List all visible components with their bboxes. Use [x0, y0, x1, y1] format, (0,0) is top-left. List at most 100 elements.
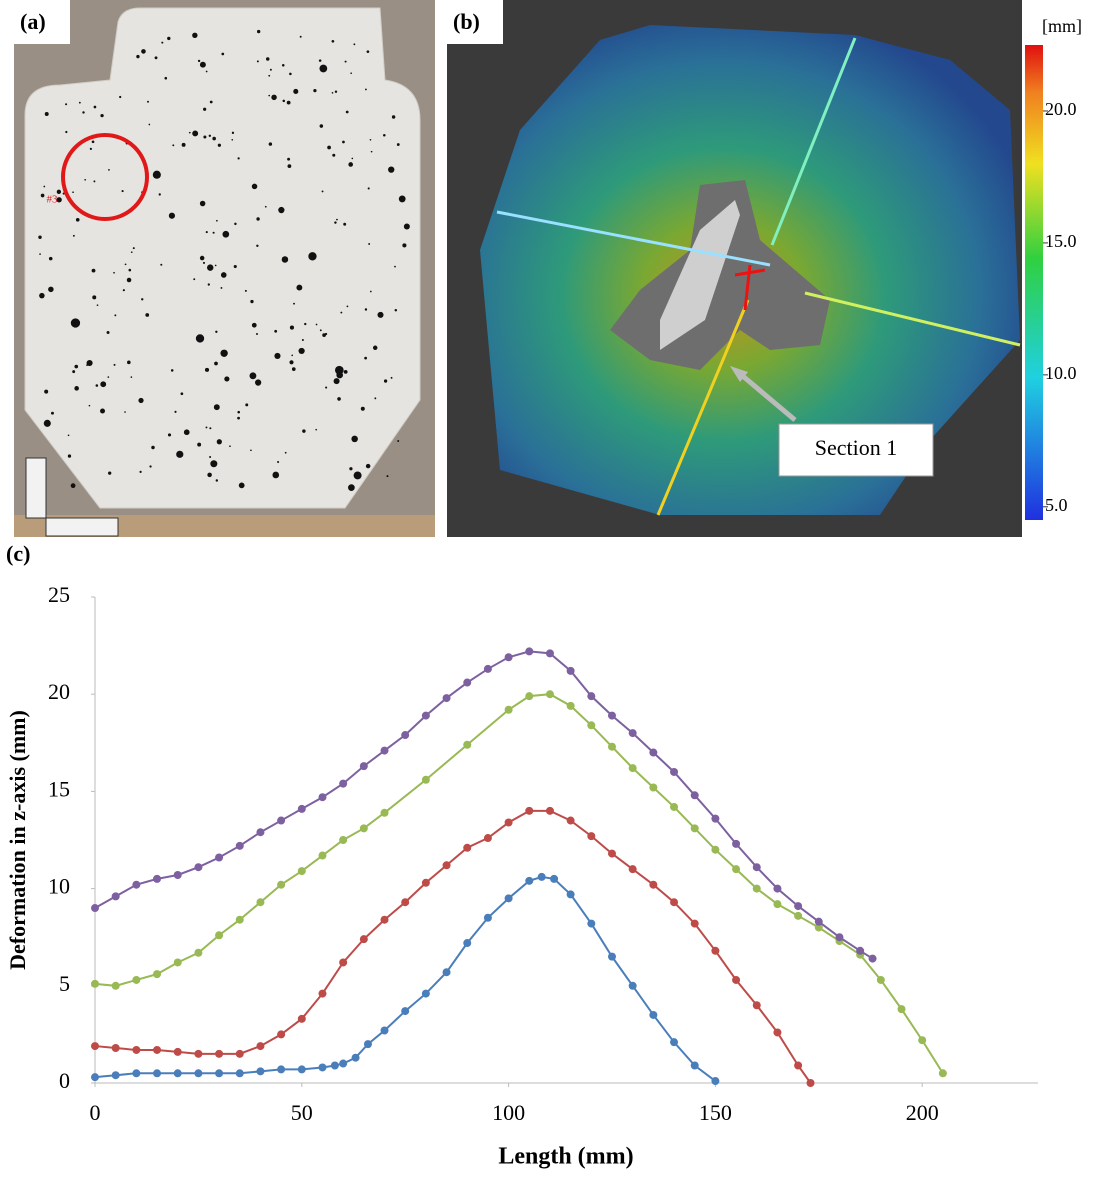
- speckle: [334, 90, 338, 93]
- speckle: [369, 290, 372, 293]
- speckle: [50, 411, 54, 415]
- section-line: [496, 210, 771, 267]
- data-point: [132, 880, 141, 889]
- speckle: [136, 54, 140, 59]
- speckle: [394, 265, 396, 268]
- speckle: [199, 255, 205, 261]
- speckle: [192, 130, 199, 137]
- speckle: [130, 251, 133, 253]
- data-point: [111, 892, 120, 901]
- speckle: [121, 190, 124, 193]
- speckle: [212, 136, 216, 141]
- speckle: [348, 484, 355, 491]
- y-tick-label: 20: [48, 679, 70, 704]
- data-point: [277, 816, 286, 825]
- speckles: [38, 29, 410, 491]
- speckle: [67, 434, 70, 437]
- x-tick-label: 0: [90, 1100, 101, 1125]
- data-point: [711, 1077, 720, 1086]
- speckle: [93, 105, 97, 109]
- data-point: [545, 649, 554, 658]
- speckle: [348, 162, 354, 167]
- speckle: [234, 222, 237, 226]
- y-tick-label: 25: [48, 582, 70, 607]
- data-point: [401, 1007, 410, 1016]
- speckle: [266, 57, 270, 61]
- speckle: [377, 311, 384, 318]
- speckle: [298, 347, 305, 355]
- speckle: [315, 428, 318, 431]
- speckle: [301, 338, 304, 342]
- speckle: [257, 29, 261, 34]
- speckle: [181, 142, 186, 147]
- speckle: [237, 416, 240, 420]
- speckle: [119, 95, 122, 99]
- data-point: [794, 902, 803, 911]
- speckle: [337, 397, 341, 401]
- speckle: [364, 308, 368, 311]
- data-point: [421, 711, 430, 720]
- data-point: [835, 933, 844, 942]
- speckle: [106, 330, 110, 334]
- speckle: [204, 367, 210, 372]
- data-point: [711, 814, 720, 823]
- speckle: [237, 157, 240, 160]
- speckle: [161, 41, 164, 44]
- data-point: [566, 701, 575, 710]
- speckle: [40, 193, 45, 198]
- data-point: [607, 849, 616, 858]
- speckle: [322, 333, 326, 337]
- speckle: [277, 460, 280, 464]
- data-point: [806, 1079, 815, 1087]
- data-point: [194, 1069, 203, 1078]
- speckle: [167, 433, 172, 437]
- speckle: [147, 100, 149, 103]
- plot-area: 0 5 10 15 20 25 0 50 100 150 200: [48, 582, 1038, 1125]
- data-point: [752, 863, 761, 872]
- data-point: [752, 1001, 761, 1010]
- speckle: [351, 157, 354, 160]
- data-point: [235, 1049, 244, 1058]
- speckle: [126, 277, 132, 283]
- speckle: [139, 470, 142, 473]
- data-point: [566, 816, 575, 825]
- speckle: [127, 360, 131, 365]
- speckle: [202, 261, 206, 265]
- speckle: [183, 429, 190, 436]
- data-point: [359, 824, 368, 833]
- data-point: [91, 1073, 99, 1082]
- speckle: [124, 411, 126, 413]
- speckle: [78, 101, 81, 104]
- data-point: [215, 931, 224, 940]
- data-point: [401, 898, 410, 907]
- data-point: [868, 954, 877, 963]
- data-point: [483, 913, 492, 922]
- speckle: [250, 449, 252, 452]
- speckle: [82, 111, 85, 114]
- data-point: [628, 764, 637, 773]
- speckle: [107, 376, 110, 378]
- colorbar: 20.0 15.0 10.0 5.0: [1025, 45, 1077, 520]
- data-point: [297, 1014, 306, 1023]
- speckle: [43, 419, 51, 427]
- data-point: [173, 958, 182, 967]
- speckle: [251, 183, 258, 190]
- speckle: [272, 471, 280, 479]
- speckle: [289, 360, 294, 365]
- data-point: [297, 1065, 306, 1074]
- speckle: [113, 271, 115, 274]
- speckle: [287, 157, 291, 161]
- speckle: [394, 308, 398, 312]
- label-box: [447, 0, 503, 44]
- data-point: [215, 853, 224, 862]
- data-point: [277, 880, 286, 889]
- speckle: [398, 195, 406, 203]
- speckle: [231, 131, 235, 134]
- speckle: [214, 264, 217, 267]
- data-point: [235, 1069, 244, 1078]
- speckle: [128, 268, 132, 272]
- data-point: [525, 876, 534, 885]
- speckle: [130, 376, 133, 378]
- speckle: [216, 439, 222, 445]
- data-point: [587, 721, 596, 730]
